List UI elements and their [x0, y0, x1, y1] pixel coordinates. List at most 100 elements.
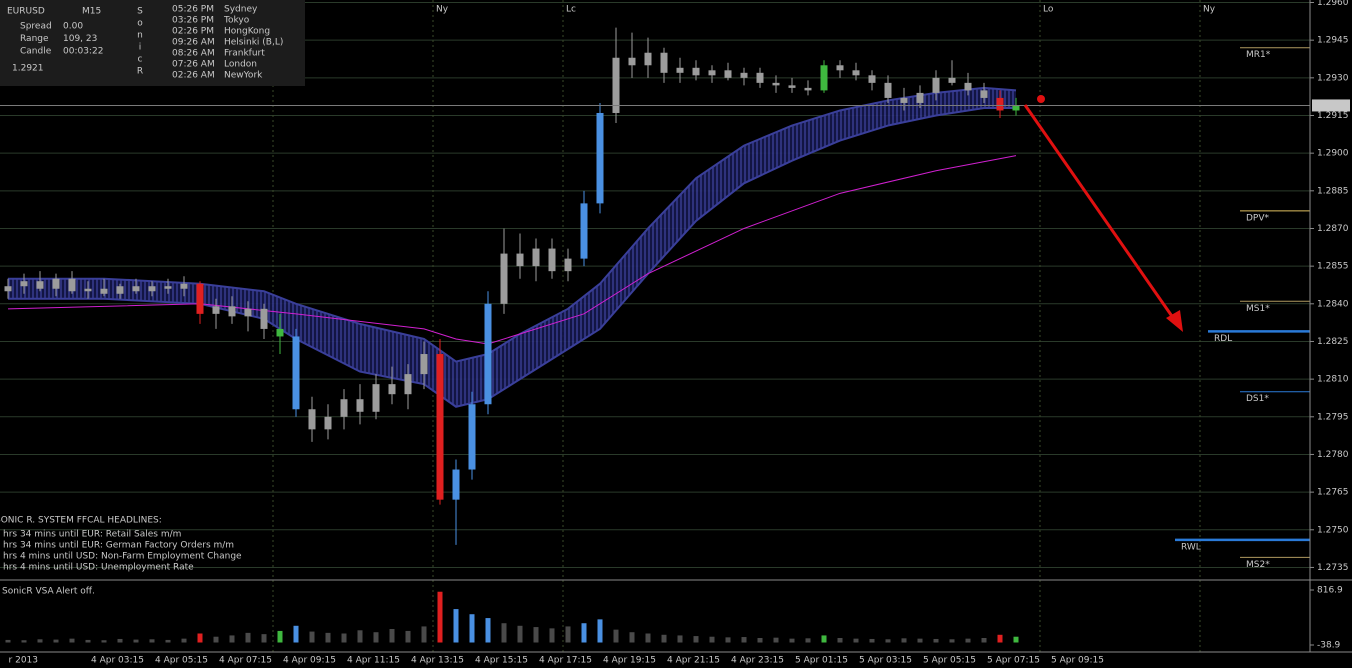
candle-body: [932, 77, 940, 93]
volume-bar: [789, 638, 795, 643]
x-tick-label: 4 Apr 05:15: [155, 656, 208, 666]
volume-bar: [453, 609, 459, 643]
brand-letter: c: [138, 55, 143, 65]
volume-bar: [741, 637, 747, 643]
volume-bar: [341, 633, 347, 643]
candle-body: [676, 67, 684, 73]
volume-bar: [613, 629, 619, 643]
session-label: Lo: [1043, 5, 1054, 15]
volume-bar: [821, 635, 827, 643]
x-tick-label: 5 Apr 05:15: [923, 656, 976, 666]
x-tick-label: 4 Apr 17:15: [539, 656, 592, 666]
y-tick-label: 1.2900: [1317, 149, 1349, 159]
volume-bar: [309, 631, 315, 643]
volume-bar: [581, 623, 587, 643]
x-tick-label: 5 Apr 07:15: [987, 656, 1040, 666]
candle-body: [68, 278, 76, 292]
volume-bar: [549, 628, 555, 643]
candle-body: [420, 354, 428, 375]
info-value: 00:03:22: [63, 47, 103, 57]
volume-bar: [245, 632, 251, 643]
y-tick-label: 1.2750: [1317, 525, 1349, 535]
volume-bar: [709, 636, 715, 643]
volume-bar: [5, 639, 11, 643]
pivot-label: MS2*: [1246, 560, 1270, 570]
pivot-label: MS1*: [1246, 304, 1270, 314]
brand-letter: i: [139, 43, 142, 53]
y-tick-label: 1.2855: [1317, 262, 1349, 272]
candle-body: [612, 57, 620, 113]
band-fill: [8, 87, 1016, 407]
clock-time: 05:26 PM: [172, 5, 214, 15]
x-tick-label: 4 Apr 07:15: [219, 656, 272, 666]
candle-body: [884, 82, 892, 98]
candle-body: [84, 288, 92, 292]
y-tick-label: 1.2930: [1317, 73, 1349, 83]
info-label: Candle: [20, 47, 52, 57]
candle-body: [996, 97, 1004, 111]
pivot-label: MR1*: [1246, 50, 1271, 60]
info-label: Spread: [20, 22, 52, 32]
candle-body: [964, 82, 972, 91]
volume-bar: [101, 640, 107, 643]
candle-body: [692, 67, 700, 76]
candle-body: [292, 336, 300, 410]
volume-bar: [501, 623, 507, 643]
candle-body: [1012, 105, 1020, 111]
pivot-label: RWL: [1181, 542, 1201, 552]
clock-time: 02:26 PM: [172, 27, 214, 37]
candle-body: [372, 384, 380, 412]
volume-bar: [421, 626, 427, 643]
band-lower: [8, 106, 1016, 408]
volume-bar: [629, 632, 635, 643]
volume-bar: [357, 630, 363, 643]
x-tick-label: 5 Apr 03:15: [859, 656, 912, 666]
pivot-label: DPV*: [1246, 213, 1270, 223]
x-tick-label: 4 Apr 19:15: [603, 656, 656, 666]
band-upper: [8, 86, 1017, 363]
y-tick-label: 1.2765: [1317, 488, 1349, 498]
clock-time: 08:26 AM: [172, 49, 215, 59]
x-tick-label: 4 Apr 15:15: [475, 656, 528, 666]
info-value: 109, 23: [63, 34, 97, 44]
x-tick-label: 4 Apr 13:15: [411, 656, 464, 666]
candle-body: [660, 52, 668, 73]
candle-body: [596, 112, 604, 204]
volume-bar: [693, 636, 699, 643]
volume-bar: [949, 639, 955, 643]
volume-bar: [293, 625, 299, 643]
candle-body: [468, 404, 476, 470]
y-tick-label: 1.2840: [1317, 299, 1349, 309]
brand-letter: o: [137, 19, 143, 29]
volume-bar: [773, 637, 779, 643]
clock-time: 07:26 AM: [172, 60, 215, 70]
y-tick-label: 1.2810: [1317, 375, 1349, 385]
pivot-label: RDL: [1214, 334, 1232, 344]
candle-body: [340, 399, 348, 417]
volume-bar: [485, 618, 491, 643]
volume-bar: [213, 636, 219, 643]
volume-bar: [325, 632, 331, 643]
headline: hrs 34 mins until EUR: German Factory Or…: [3, 541, 234, 551]
candle-body: [756, 72, 764, 83]
volume-bar: [261, 634, 267, 643]
candle-body: [628, 57, 636, 66]
headline-title: SONIC R. SYSTEM FFCAL HEADLINES:: [0, 516, 162, 526]
volume-bar: [1013, 636, 1019, 643]
volume-bar: [757, 638, 763, 643]
volume-bar: [837, 638, 843, 643]
volume-bar: [677, 635, 683, 643]
clock-city: HongKong: [224, 27, 270, 37]
volume-bar: [597, 619, 603, 643]
x-tick-label: 4 Apr 11:15: [347, 656, 400, 666]
volume-bar: [181, 638, 187, 643]
bid-price: 1.2921: [12, 64, 44, 74]
candle-body: [196, 283, 204, 314]
candle-body: [100, 288, 108, 294]
moving-average: [7, 155, 1017, 345]
arrow-head: [1166, 310, 1183, 332]
brand-letter: R: [137, 67, 143, 77]
candle-body: [164, 286, 172, 289]
candle-body: [980, 90, 988, 98]
